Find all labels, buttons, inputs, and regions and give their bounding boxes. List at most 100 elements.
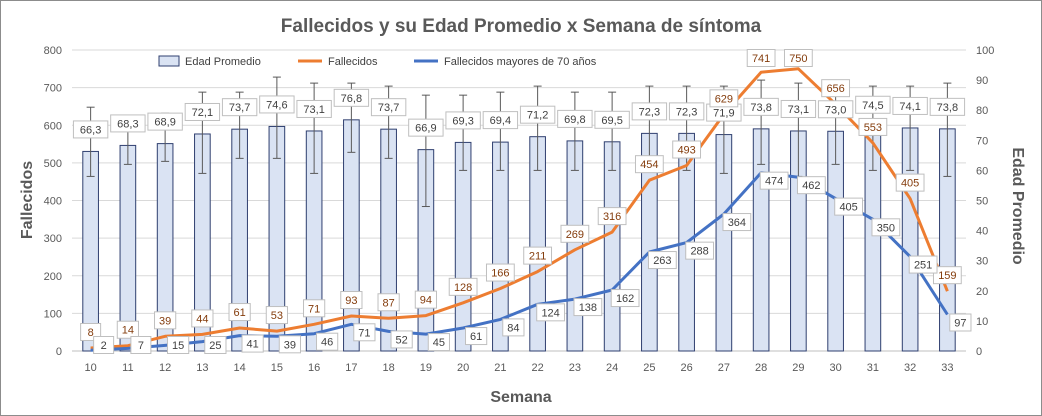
bar-value-label-box [855, 95, 891, 114]
fallecidos-value-label-box [485, 263, 515, 282]
fallecidos-value-label: 750 [789, 53, 807, 65]
bar-value-label-box [892, 96, 928, 115]
legend-swatch-bar [158, 55, 180, 67]
bar-value-label: 73,8 [937, 102, 958, 114]
y-axis-left-title: Fallecidos [19, 161, 36, 239]
fallecidos-value-label-box [523, 246, 553, 265]
fallecidos-value-label: 629 [715, 93, 733, 105]
mayores70-value-label: 364 [728, 217, 746, 229]
mayores70-value-label: 15 [172, 340, 184, 352]
bar-value-label: 71,9 [713, 108, 734, 120]
mayores70-value-label: 124 [541, 307, 559, 319]
bar-value-label: 73,7 [378, 102, 399, 114]
bar-value-label: 72,3 [639, 106, 660, 118]
mayores70-value-label: 52 [396, 334, 408, 346]
fallecidos-value-label: 493 [677, 145, 695, 157]
legend-label-fallecidos: Fallecidos [328, 56, 378, 68]
fallecidos-value-label: 166 [491, 268, 509, 280]
legend-label-mayores70: Fallecidos mayores de 70 años [444, 56, 597, 68]
fallecidos-value-label: 128 [454, 282, 472, 294]
left-tick-label: 0 [56, 346, 62, 358]
legend-label-bar: Edad Promedio [185, 56, 261, 68]
left-tick-label: 300 [44, 233, 62, 245]
bar-value-label-box [370, 98, 407, 117]
x-tick-label: 17 [345, 362, 357, 374]
left-tick-label: 200 [44, 271, 62, 283]
right-tick-label: 40 [976, 226, 988, 238]
left-tick-label: 600 [44, 120, 62, 132]
fallecidos-value-label: 405 [901, 178, 919, 190]
fallecidos-value-label: 61 [234, 307, 246, 319]
bar-value-label-box [184, 102, 221, 121]
mayores70-value-label: 162 [616, 293, 634, 305]
bar-value-label-box [482, 111, 519, 130]
mayores70-value-label-box [204, 336, 227, 354]
mayores70-value-label: 7 [138, 340, 144, 352]
x-tick-label: 30 [830, 362, 842, 374]
mayores70-value-label-box [390, 330, 413, 349]
fallecidos-value-label: 44 [196, 313, 208, 325]
line-data-labels: 8 14 39 44 61 53 71 93 87 94 128 166 211 269 316 454 493… [80, 49, 972, 354]
left-tick-label: 700 [44, 83, 62, 95]
mayores70-value-label-box [316, 332, 339, 351]
fallecidos-value-label-box [228, 303, 251, 322]
x-tick-label: 27 [718, 362, 730, 374]
bar-value-label: 74,5 [862, 100, 883, 112]
bar-value-label: 69,3 [452, 115, 473, 127]
mayores70-value-label-box [93, 336, 115, 354]
fallecidos-value-label-box [746, 49, 776, 67]
right-tick-label: 20 [976, 286, 988, 298]
bar-value-label-box [519, 105, 556, 124]
fallecidos-value-label-box [116, 320, 139, 339]
x-tick-label: 23 [569, 362, 581, 374]
mayores70-value-label: 25 [209, 340, 221, 352]
x-tick-label: 12 [159, 362, 171, 374]
bar-value-label: 68,3 [117, 118, 138, 130]
bar-value-label-box [594, 110, 630, 129]
mayores70-value-label-box [353, 323, 376, 342]
bar-value-label: 74,1 [899, 101, 920, 113]
bar-value-label: 68,9 [154, 117, 175, 129]
mayores70-value-label-box [278, 335, 301, 354]
fallecidos-value-label-box [560, 224, 590, 243]
x-axis-ticks: 10 11 12 13 14 15 16 17 18 19 20 21 22 23 24 25 26 27 28 29… [85, 362, 954, 374]
bar-edad-promedio [454, 141, 472, 352]
chart-title: Fallecidos y su Edad Promedio x Semana d… [281, 16, 762, 37]
fallecidos-value-label: 14 [122, 325, 134, 337]
mayores70-value-label-box [834, 197, 864, 216]
fallecidos-value-label-box [597, 207, 627, 226]
fallecidos-value-label-box [783, 49, 813, 67]
bar-value-label: 72,3 [676, 106, 697, 118]
bar-value-label-box [780, 99, 817, 118]
mayores70-value-label-box [427, 333, 450, 352]
fallecidos-value-label-box [858, 117, 888, 136]
right-tick-label: 60 [976, 165, 988, 177]
x-tick-label: 24 [606, 362, 618, 374]
bar-value-label-box [668, 102, 705, 121]
bar-value-label: 69,5 [601, 115, 622, 127]
mayores70-value-label-box [241, 334, 264, 353]
mayores70-value-label: 41 [247, 339, 259, 351]
bar-value-label-box [929, 97, 966, 116]
bar-value-label: 69,4 [490, 115, 511, 127]
fallecidos-value-label: 269 [566, 229, 584, 241]
x-axis-title: Semana [490, 389, 551, 406]
bar-value-label: 66,3 [80, 124, 101, 136]
fallecidos-value-label: 87 [383, 297, 395, 309]
mayores70-value-label-box [536, 303, 566, 322]
mayores70-value-label: 84 [507, 322, 519, 334]
bar-series-edad-promedio [82, 119, 956, 352]
x-tick-label: 31 [867, 362, 879, 374]
mayores70-value-label: 45 [433, 337, 445, 349]
mayores70-value-label-box [465, 327, 488, 346]
left-tick-label: 500 [44, 158, 62, 170]
fallecidos-value-label: 741 [752, 53, 770, 65]
line-fallecidos [90, 67, 949, 350]
x-tick-label: 10 [85, 362, 97, 374]
mayores70-value-label: 350 [877, 222, 895, 234]
fallecidos-value-label-box [265, 306, 288, 325]
mayores70-value-label-box [796, 176, 826, 195]
right-tick-label: 100 [976, 45, 994, 57]
bar-value-label-box [631, 102, 668, 121]
bar-value-label-box [817, 100, 854, 119]
